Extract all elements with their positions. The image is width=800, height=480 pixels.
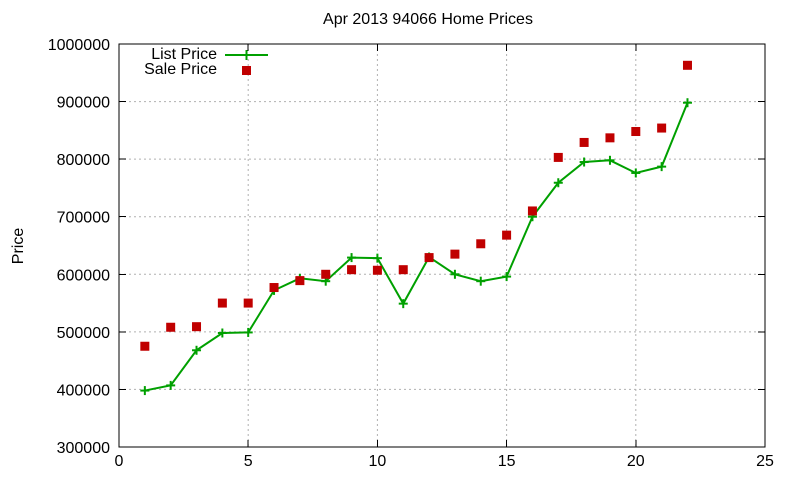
series-sale-price [140, 60, 692, 351]
list-price-point [217, 328, 227, 338]
sale-price-point [140, 341, 150, 351]
sale-price-point [321, 269, 331, 279]
list-price-point [243, 327, 253, 337]
y-tick-label: 600000 [57, 267, 110, 284]
sale-price-point [502, 230, 512, 240]
list-price-point [140, 386, 150, 396]
list-price-point [450, 269, 460, 279]
list-price-point [166, 380, 176, 390]
y-axis-label: Price [10, 228, 27, 265]
axes: 0 5 10 15 20 25 300000 400000 500000 600000 700000… [48, 37, 774, 470]
sale-price-point [579, 137, 589, 147]
list-price-point [347, 253, 357, 263]
sale-price-point [527, 206, 537, 216]
data-series [140, 60, 692, 396]
x-tick-label: 5 [244, 453, 253, 470]
series-list-price [140, 98, 692, 396]
list-price-point [502, 272, 512, 282]
list-price-point [631, 168, 641, 178]
sale-price-point [243, 298, 253, 308]
sale-price-point [450, 249, 460, 259]
legend-sale-price-square-sample [242, 66, 251, 75]
list-price-point [476, 276, 486, 286]
sale-price-point [605, 133, 615, 143]
y-tick-label: 1000000 [48, 37, 110, 54]
sale-price-point [372, 265, 382, 275]
x-tick-label: 0 [115, 453, 124, 470]
list-price-point [398, 299, 408, 309]
y-tick-label: 500000 [57, 325, 110, 342]
y-tick-label: 900000 [57, 95, 110, 112]
plot-border [118, 43, 766, 448]
sale-price-point [424, 253, 434, 263]
y-tick-label: 400000 [57, 382, 110, 399]
list-price-line [144, 102, 689, 392]
sale-price-point [295, 276, 305, 286]
list-price-point [372, 253, 382, 263]
list-price-point [579, 157, 589, 167]
y-tick-label: 800000 [57, 152, 110, 169]
sale-price-point [398, 265, 408, 275]
sale-price-point [192, 322, 202, 332]
x-tick-label: 20 [627, 453, 645, 470]
legend-label-list-price: List Price [151, 46, 217, 63]
sale-price-point [682, 60, 692, 70]
list-price-point [682, 98, 692, 108]
sale-price-point [269, 283, 279, 293]
sale-price-point [347, 265, 357, 275]
list-price-point [192, 345, 202, 355]
sale-price-point [166, 322, 176, 332]
x-tick-label: 25 [756, 453, 774, 470]
legend: List Price Sale Price [144, 46, 268, 78]
sale-price-point [657, 123, 667, 133]
sale-price-point [553, 152, 563, 162]
list-price-point [657, 162, 667, 172]
x-tick-label: 15 [498, 453, 516, 470]
list-price-point [553, 178, 563, 188]
sale-price-point [217, 298, 227, 308]
y-tick-label: 700000 [57, 210, 110, 227]
list-price-point [605, 155, 615, 165]
grid-lines [119, 44, 765, 447]
x-tick-label: 10 [369, 453, 387, 470]
legend-markers [225, 50, 268, 75]
y-tick-label: 300000 [57, 440, 110, 457]
sale-price-point [476, 239, 486, 249]
chart-title: Apr 2013 94066 Home Prices [323, 11, 533, 28]
sale-price-point [631, 127, 641, 137]
legend-label-sale-price: Sale Price [144, 61, 217, 78]
